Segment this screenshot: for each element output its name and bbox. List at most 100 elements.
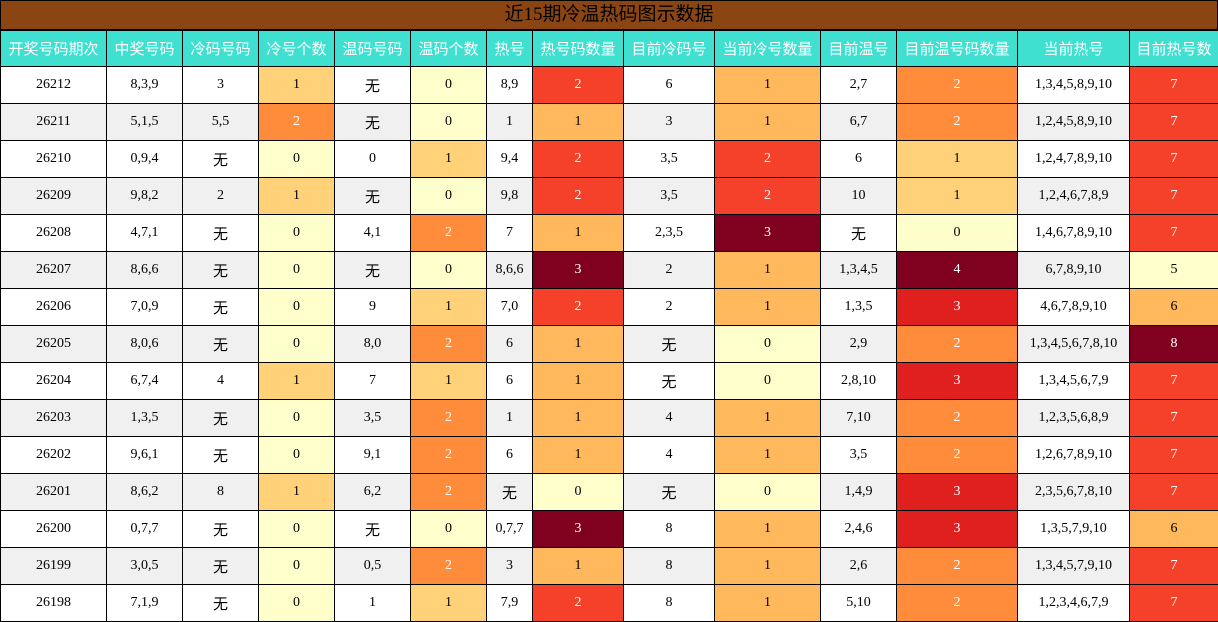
winning-number-cell: 3,0,5 [106, 547, 183, 585]
hot-number-cell: 7,9 [486, 584, 533, 622]
cold-warm-hot-table: 开奖号码期次 中奖号码 冷码号码 冷号个数 温码号码 温码个数 热号 热号码数量 目前冷码号 当前… [0, 30, 1218, 622]
current-hot-count-cell: 8 [1129, 325, 1218, 363]
current-hot-cell: 4,6,7,8,9,10 [1017, 288, 1130, 326]
hot-count-cell: 2 [532, 140, 624, 178]
issue-cell: 26206 [0, 288, 107, 326]
hot-number-cell: 7 [486, 214, 533, 252]
table-row: 26207 8,6,6 无 0 无 0 8,6,6 3 2 1 1,3,4,5 4 6,7,8,9,10… [0, 251, 1218, 289]
hot-count-cell: 1 [532, 362, 624, 400]
current-warm-cell: 10 [820, 177, 897, 215]
cold-count-cell: 0 [258, 140, 335, 178]
warm-count-cell: 1 [410, 288, 487, 326]
header-hot-number: 热号 [486, 30, 533, 67]
table-body: 26212 8,3,9 3 1 无 0 8,9 2 6 1 2,7 2 1,3,4,5,8,9,10 7 2… [0, 66, 1218, 622]
current-cold-cell: 无 [623, 325, 715, 363]
warm-count-cell: 0 [410, 103, 487, 141]
header-current-warm: 目前温号 [820, 30, 897, 67]
current-cold-count-cell: 3 [714, 214, 821, 252]
current-cold-cell: 3,5 [623, 177, 715, 215]
hot-count-cell: 0 [532, 473, 624, 511]
header-current-hot: 当前热号 [1017, 30, 1130, 67]
winning-number-cell: 8,6,2 [106, 473, 183, 511]
table-row: 26209 9,8,2 2 1 无 0 9,8 2 3,5 2 10 1 1,2,4,6,7,8,9 7 [0, 177, 1218, 215]
current-hot-cell: 1,3,5,7,9,10 [1017, 510, 1130, 548]
current-warm-cell: 7,10 [820, 399, 897, 437]
hot-count-cell: 2 [532, 288, 624, 326]
current-hot-count-cell: 6 [1129, 510, 1218, 548]
table-row: 26201 8,6,2 8 1 6,2 2 无 0 无 0 1,4,9 3 2,3,5,6,7,8,10… [0, 473, 1218, 511]
winning-number-cell: 7,1,9 [106, 584, 183, 622]
warm-number-cell: 4,1 [334, 214, 411, 252]
warm-count-cell: 2 [410, 547, 487, 585]
current-warm-count-cell: 2 [896, 584, 1018, 622]
cold-number-cell: 5,5 [182, 103, 259, 141]
current-warm-cell: 2,4,6 [820, 510, 897, 548]
issue-cell: 26205 [0, 325, 107, 363]
issue-cell: 26210 [0, 140, 107, 178]
table-row: 26203 1,3,5 无 0 3,5 2 1 1 4 1 7,10 2 1,2,3,5,6,8,9 7 [0, 399, 1218, 437]
hot-count-cell: 1 [532, 436, 624, 474]
hot-count-cell: 2 [532, 66, 624, 104]
table-row: 26202 9,6,1 无 0 9,1 2 6 1 4 1 3,5 2 1,2,6,7,8,9,10 7 [0, 436, 1218, 474]
current-cold-cell: 8 [623, 547, 715, 585]
current-hot-count-cell: 7 [1129, 399, 1218, 437]
current-warm-count-cell: 1 [896, 177, 1018, 215]
current-hot-count-cell: 7 [1129, 214, 1218, 252]
cold-number-cell: 3 [182, 66, 259, 104]
issue-cell: 26199 [0, 547, 107, 585]
current-hot-count-cell: 7 [1129, 547, 1218, 585]
warm-count-cell: 1 [410, 140, 487, 178]
cold-count-cell: 0 [258, 399, 335, 437]
current-cold-count-cell: 0 [714, 325, 821, 363]
hot-number-cell: 9,8 [486, 177, 533, 215]
header-warm-count: 温码个数 [410, 30, 487, 67]
header-current-warm-count: 目前温号码数量 [896, 30, 1018, 67]
hot-number-cell: 8,9 [486, 66, 533, 104]
issue-cell: 26208 [0, 214, 107, 252]
current-warm-count-cell: 2 [896, 103, 1018, 141]
warm-count-cell: 2 [410, 214, 487, 252]
current-cold-cell: 8 [623, 510, 715, 548]
table-row: 26198 7,1,9 无 0 1 1 7,9 2 8 1 5,10 2 1,2,3,4,6,7,9 7 [0, 584, 1218, 622]
cold-number-cell: 无 [182, 547, 259, 585]
hot-count-cell: 3 [532, 510, 624, 548]
current-hot-count-cell: 7 [1129, 473, 1218, 511]
current-hot-cell: 2,3,5,6,7,8,10 [1017, 473, 1130, 511]
current-cold-count-cell: 1 [714, 510, 821, 548]
header-current-cold-count: 当前冷号数量 [714, 30, 821, 67]
issue-cell: 26207 [0, 251, 107, 289]
current-warm-cell: 2,6 [820, 547, 897, 585]
current-warm-cell: 2,8,10 [820, 362, 897, 400]
warm-number-cell: 无 [334, 510, 411, 548]
warm-number-cell: 9,1 [334, 436, 411, 474]
current-cold-count-cell: 1 [714, 436, 821, 474]
current-hot-cell: 1,3,4,5,6,7,8,10 [1017, 325, 1130, 363]
current-cold-cell: 4 [623, 436, 715, 474]
issue-cell: 26209 [0, 177, 107, 215]
current-cold-cell: 8 [623, 584, 715, 622]
cold-count-cell: 0 [258, 214, 335, 252]
hot-count-cell: 1 [532, 325, 624, 363]
table-row: 26199 3,0,5 无 0 0,5 2 3 1 8 1 2,6 2 1,3,4,5,7,9,10 7 [0, 547, 1218, 585]
current-warm-cell: 3,5 [820, 436, 897, 474]
current-cold-count-cell: 1 [714, 399, 821, 437]
current-hot-count-cell: 7 [1129, 362, 1218, 400]
winning-number-cell: 8,3,9 [106, 66, 183, 104]
cold-count-cell: 1 [258, 66, 335, 104]
current-cold-count-cell: 2 [714, 140, 821, 178]
header-cold-number: 冷码号码 [182, 30, 259, 67]
current-warm-count-cell: 2 [896, 66, 1018, 104]
current-hot-cell: 1,2,6,7,8,9,10 [1017, 436, 1130, 474]
current-warm-count-cell: 2 [896, 325, 1018, 363]
current-hot-cell: 1,2,3,5,6,8,9 [1017, 399, 1130, 437]
winning-number-cell: 4,7,1 [106, 214, 183, 252]
cold-count-cell: 1 [258, 362, 335, 400]
current-warm-count-cell: 1 [896, 140, 1018, 178]
current-cold-cell: 3,5 [623, 140, 715, 178]
table-row: 26212 8,3,9 3 1 无 0 8,9 2 6 1 2,7 2 1,3,4,5,8,9,10 7 [0, 66, 1218, 104]
hot-number-cell: 6 [486, 362, 533, 400]
hot-count-cell: 1 [532, 103, 624, 141]
issue-cell: 26211 [0, 103, 107, 141]
hot-count-cell: 1 [532, 547, 624, 585]
warm-count-cell: 2 [410, 436, 487, 474]
